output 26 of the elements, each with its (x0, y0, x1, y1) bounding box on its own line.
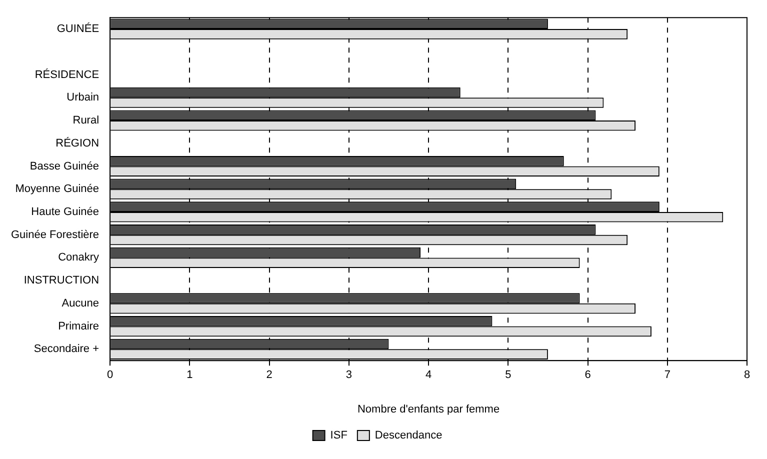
y-tick-label: Primaire (58, 320, 100, 332)
y-tick-label: Secondaire + (34, 343, 100, 356)
y-tick-label: GUINÉE (56, 22, 100, 36)
y-tick-label: RÉGION (56, 136, 100, 150)
x-tick-label: 3 (346, 369, 352, 382)
y-tick-label: Guinée Forestière (10, 228, 100, 241)
x-axis-title: Nombre d'enfants par femme (357, 403, 500, 416)
y-tick-label: Basse Guinée (30, 160, 100, 172)
x-tick-label: 5 (505, 369, 512, 382)
x-tick-label: 0 (106, 369, 114, 382)
y-tick-label: Rural (72, 114, 100, 127)
x-tick-label: 2 (266, 369, 272, 382)
y-tick-label: Haute Guinée (31, 206, 100, 218)
y-tick-label: Moyenne Guinée (15, 183, 100, 196)
y-tick-label: Aucune (62, 297, 100, 310)
y-tick-label: Conakry (58, 252, 100, 264)
y-tick-label: INSTRUCTION (24, 274, 100, 287)
x-tick-label: 6 (584, 369, 591, 382)
legend-label: ISF (330, 430, 348, 442)
x-tick-label: 7 (664, 369, 670, 382)
x-tick-label: 1 (186, 369, 193, 382)
y-tick-label: Urbain (66, 92, 100, 104)
x-tick-label: 8 (744, 369, 750, 382)
y-tick-label: RÉSIDENCE (34, 68, 100, 81)
x-tick-label: 4 (425, 369, 432, 382)
legend-label: Descendance (374, 430, 442, 442)
